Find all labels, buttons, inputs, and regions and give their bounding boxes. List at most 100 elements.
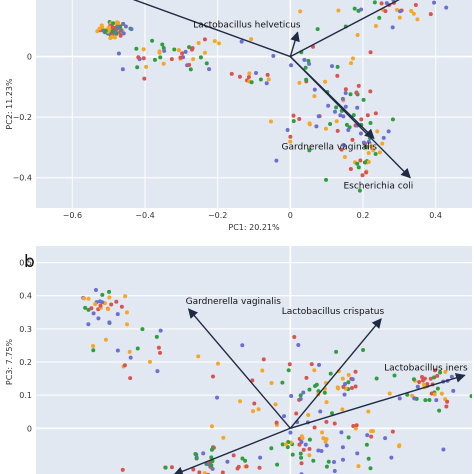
scatter-point <box>115 312 120 317</box>
scatter-point <box>449 374 454 379</box>
scatter-point <box>111 21 116 26</box>
vector-label: Lactobacillus helveticus <box>193 20 301 30</box>
scatter-point <box>335 73 340 78</box>
scatter-point <box>119 28 124 33</box>
scatter-point <box>417 380 422 385</box>
scatter-point <box>348 92 353 97</box>
scatter-point <box>298 9 303 14</box>
scatter-point <box>169 57 174 62</box>
scatter-point <box>191 57 196 62</box>
scatter-point <box>340 376 345 381</box>
scatter-point <box>342 381 347 386</box>
scatter-point <box>328 121 333 126</box>
scatter-point <box>235 466 240 471</box>
scatter-point <box>269 446 274 451</box>
scatter-point <box>316 448 321 453</box>
y-tick-label: 0.4 <box>19 292 32 301</box>
scatter-point <box>216 361 221 366</box>
scatter-point <box>298 393 303 398</box>
scatter-point <box>273 402 278 407</box>
scatter-point <box>343 91 348 96</box>
scatter-point <box>328 371 333 376</box>
scatter-point <box>439 391 444 396</box>
scatter-point <box>353 384 358 389</box>
scatter-point <box>176 48 181 53</box>
scatter-point <box>297 80 302 85</box>
scatter-point <box>125 322 130 327</box>
scatter-point <box>158 55 163 60</box>
scatter-point <box>432 392 437 397</box>
scatter-point <box>243 458 248 463</box>
scatter-point <box>288 139 293 144</box>
scatter-point <box>282 414 287 419</box>
scatter-point <box>99 23 104 28</box>
scatter-point <box>366 409 371 414</box>
scatter-point <box>301 390 306 395</box>
scatter-point <box>207 67 212 72</box>
scatter-point <box>250 409 255 414</box>
scatter-point <box>123 294 128 299</box>
scatter-point <box>381 135 386 140</box>
scatter-point <box>288 430 293 435</box>
scatter-point <box>350 137 355 142</box>
scatter-point <box>361 97 366 102</box>
scatter-point <box>343 87 348 92</box>
scatter-point <box>438 370 443 375</box>
scatter-point <box>373 23 378 28</box>
scatter-point <box>231 453 236 458</box>
scatter-point <box>110 29 115 34</box>
scatter-point <box>112 35 117 40</box>
y-tick-label: 0.2 <box>19 358 32 367</box>
scatter-point <box>384 1 389 6</box>
scatter-point <box>163 465 168 470</box>
scatter-point <box>298 451 303 456</box>
scatter-point <box>134 46 139 51</box>
scatter-point <box>405 392 410 397</box>
scatter-point <box>324 437 329 442</box>
scatter-point <box>247 71 252 76</box>
scatter-point <box>109 302 114 307</box>
scatter-point <box>334 119 339 124</box>
scatter-point <box>180 51 185 56</box>
scatter-point <box>355 33 360 38</box>
scatter-point <box>375 129 380 134</box>
scatter-point <box>258 77 263 82</box>
scatter-point <box>289 63 294 68</box>
scatter-point <box>369 434 374 439</box>
scatter-point <box>392 373 397 378</box>
scatter-point <box>283 442 288 447</box>
scatter-point <box>107 25 112 30</box>
scatter-point <box>352 6 357 11</box>
scatter-point <box>212 39 217 44</box>
scatter-point <box>93 302 98 307</box>
y-axis-label: PC2: 11.23% <box>5 78 14 130</box>
scatter-point <box>225 459 230 464</box>
scatter-point <box>358 158 363 163</box>
scatter-point <box>140 327 145 332</box>
scatter-point <box>209 447 214 452</box>
scatter-point <box>107 295 112 300</box>
y-tick-label: 0.5 <box>19 259 32 268</box>
scatter-point <box>114 299 119 304</box>
loading-vector <box>290 373 466 429</box>
scatter-point <box>240 343 245 348</box>
scatter-point <box>346 435 351 440</box>
scatter-point <box>390 429 395 434</box>
scatter-point <box>312 368 317 373</box>
scatter-point <box>397 15 402 20</box>
panel-1: Lactobacillus helveticus Gardnerella vagi… <box>5 0 472 232</box>
scatter-point <box>429 391 434 396</box>
scatter-point <box>290 452 295 457</box>
scatter-point <box>360 173 365 178</box>
scatter-point <box>292 334 297 339</box>
scatter-point <box>287 362 292 367</box>
scatter-point <box>355 105 360 110</box>
scatter-point <box>368 466 373 471</box>
scatter-point <box>93 287 98 292</box>
x-tick-label: −0.6 <box>63 211 82 220</box>
vector-label: Gardnerella vaginalis <box>186 297 282 307</box>
scatter-point <box>409 8 414 13</box>
scatter-point <box>158 350 163 355</box>
scatter-point <box>209 424 214 429</box>
